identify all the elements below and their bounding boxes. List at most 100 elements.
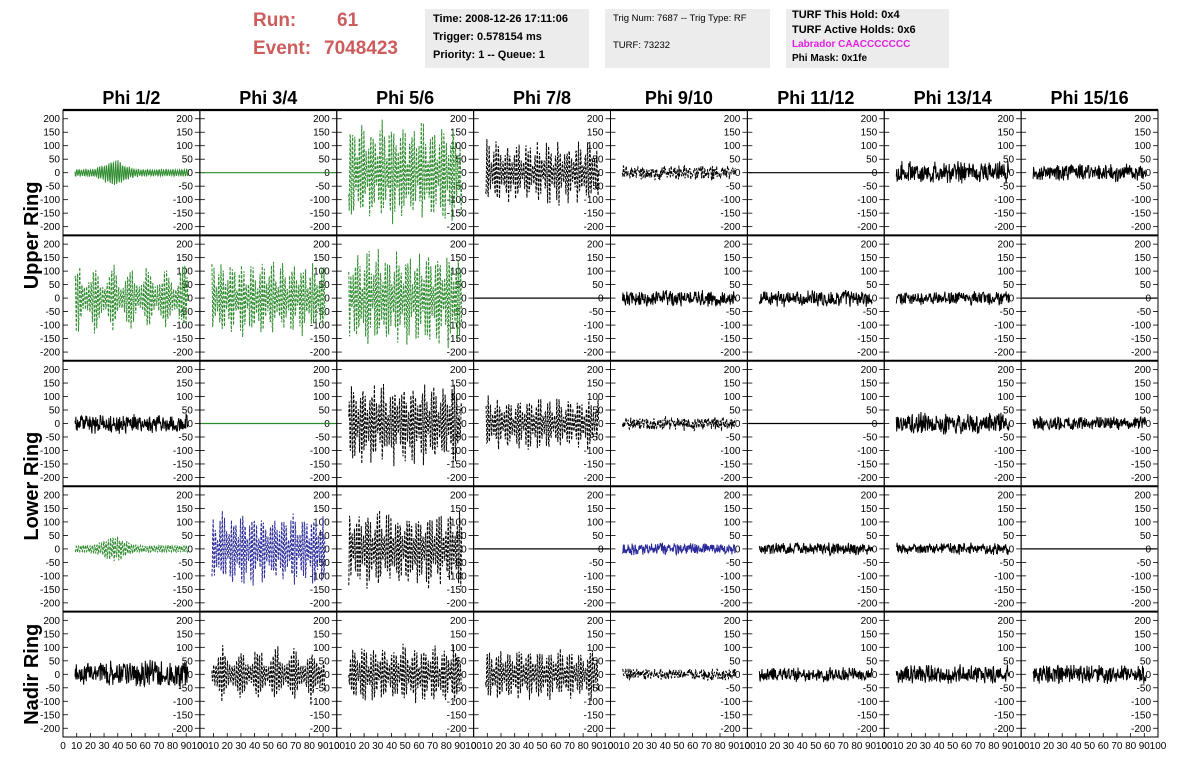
trigger-info-box: Trig Num: 7687 -- Trig Type: RF TURF: 73…: [605, 9, 770, 68]
y-tick-label: 50: [1140, 656, 1152, 667]
y-tick-label: -200: [447, 222, 467, 233]
x-tick-label: 60: [687, 741, 699, 752]
y-tick-label: -100: [720, 195, 740, 206]
y-tick-label: 200: [450, 490, 467, 501]
column-header: Phi 7/8: [513, 88, 571, 108]
y-tick-label: 50: [456, 656, 468, 667]
y-tick-label: -50: [726, 558, 741, 569]
y-tick-label: -200: [1131, 222, 1151, 233]
y-tick-label: -200: [720, 473, 740, 484]
waveform-trace: [622, 667, 736, 681]
y-tick-label: 200: [724, 114, 741, 125]
y-tick-label: 200: [1134, 365, 1151, 376]
y-tick-label: -100: [994, 195, 1014, 206]
y-tick-label: 50: [319, 656, 331, 667]
y-tick-label: -200: [447, 473, 467, 484]
y-tick-label: 100: [724, 643, 741, 654]
y-tick-label: 50: [866, 656, 878, 667]
y-tick-label: 150: [587, 629, 604, 640]
y-tick-label: -200: [857, 222, 877, 233]
y-tick-label: -100: [40, 321, 60, 332]
y-tick-label: -150: [310, 459, 330, 470]
y-tick-label: -200: [173, 598, 193, 609]
y-tick-label: -50: [1137, 182, 1152, 193]
y-tick-label: -200: [310, 348, 330, 359]
x-tick-label: 50: [947, 741, 959, 752]
y-tick-label: -150: [173, 459, 193, 470]
y-tick-label: -200: [1131, 598, 1151, 609]
y-tick-label: 100: [724, 517, 741, 528]
x-tick-label: 0: [197, 741, 203, 752]
phi-mask-line: Phi Mask: 0x1fe: [792, 53, 868, 64]
y-tick-label: 200: [176, 240, 193, 251]
x-tick-label: 80: [578, 741, 590, 752]
y-tick-label: 50: [729, 155, 741, 166]
y-tick-label: -200: [720, 348, 740, 359]
x-tick-label: 80: [714, 741, 726, 752]
y-tick-label: 50: [456, 406, 468, 417]
y-tick-label: 100: [587, 141, 604, 152]
y-tick-label: -150: [583, 334, 603, 345]
y-tick-label: -200: [720, 222, 740, 233]
y-tick-label: 50: [729, 531, 741, 542]
y-tick-label: -200: [1131, 473, 1151, 484]
y-tick-label: 100: [43, 267, 60, 278]
y-tick-label: -100: [1131, 571, 1151, 582]
y-tick-label: 150: [43, 379, 60, 390]
y-tick-label: -100: [447, 195, 467, 206]
x-tick-label: 90: [454, 741, 466, 752]
waveform-trace: [485, 395, 599, 450]
y-tick-label: 150: [176, 504, 193, 515]
y-tick-label: 100: [1134, 643, 1151, 654]
y-tick-label: -50: [46, 307, 61, 318]
waveform-trace: [895, 664, 1010, 684]
x-tick-label: 40: [249, 741, 261, 752]
x-tick-label: 90: [181, 741, 193, 752]
y-tick-label: -100: [720, 571, 740, 582]
y-tick-label: 100: [1134, 141, 1151, 152]
y-tick-label: 200: [43, 490, 60, 501]
y-tick-label: 100: [1134, 392, 1151, 403]
waveform-trace: [74, 160, 189, 185]
y-tick-label: -200: [994, 222, 1014, 233]
y-tick-label: 200: [997, 365, 1014, 376]
y-tick-label: 50: [319, 531, 331, 542]
y-tick-label: 150: [861, 128, 878, 139]
y-tick-label: 100: [1134, 517, 1151, 528]
waveform-trace: [1032, 415, 1147, 432]
y-tick-label: -150: [1131, 585, 1151, 596]
priority-line: Priority: 1 -- Queue: 1: [433, 49, 545, 61]
y-tick-label: -200: [447, 724, 467, 735]
y-tick-label: -100: [1131, 446, 1151, 457]
y-tick-label: 0: [1009, 670, 1015, 681]
y-tick-label: 150: [1134, 128, 1151, 139]
x-tick-label: 10: [345, 741, 357, 752]
y-tick-label: -150: [40, 209, 60, 220]
y-tick-label: 50: [1003, 406, 1015, 417]
y-tick-label: 0: [735, 670, 741, 681]
y-tick-label: -200: [857, 473, 877, 484]
y-tick-label: 150: [176, 128, 193, 139]
x-tick-label: 70: [153, 741, 165, 752]
y-tick-label: -100: [857, 697, 877, 708]
x-tick-label: 30: [372, 741, 384, 752]
x-tick-label: 60: [824, 741, 836, 752]
y-tick-label: -100: [720, 697, 740, 708]
y-tick-label: 0: [54, 419, 60, 430]
y-tick-label: 100: [176, 643, 193, 654]
y-tick-label: 150: [861, 253, 878, 264]
y-tick-label: 200: [450, 114, 467, 125]
x-tick-label: 90: [318, 741, 330, 752]
y-tick-label: -200: [310, 598, 330, 609]
y-tick-label: -100: [583, 321, 603, 332]
y-tick-label: 150: [997, 504, 1014, 515]
x-tick-label: 100: [739, 741, 756, 752]
y-tick-label: 200: [176, 114, 193, 125]
